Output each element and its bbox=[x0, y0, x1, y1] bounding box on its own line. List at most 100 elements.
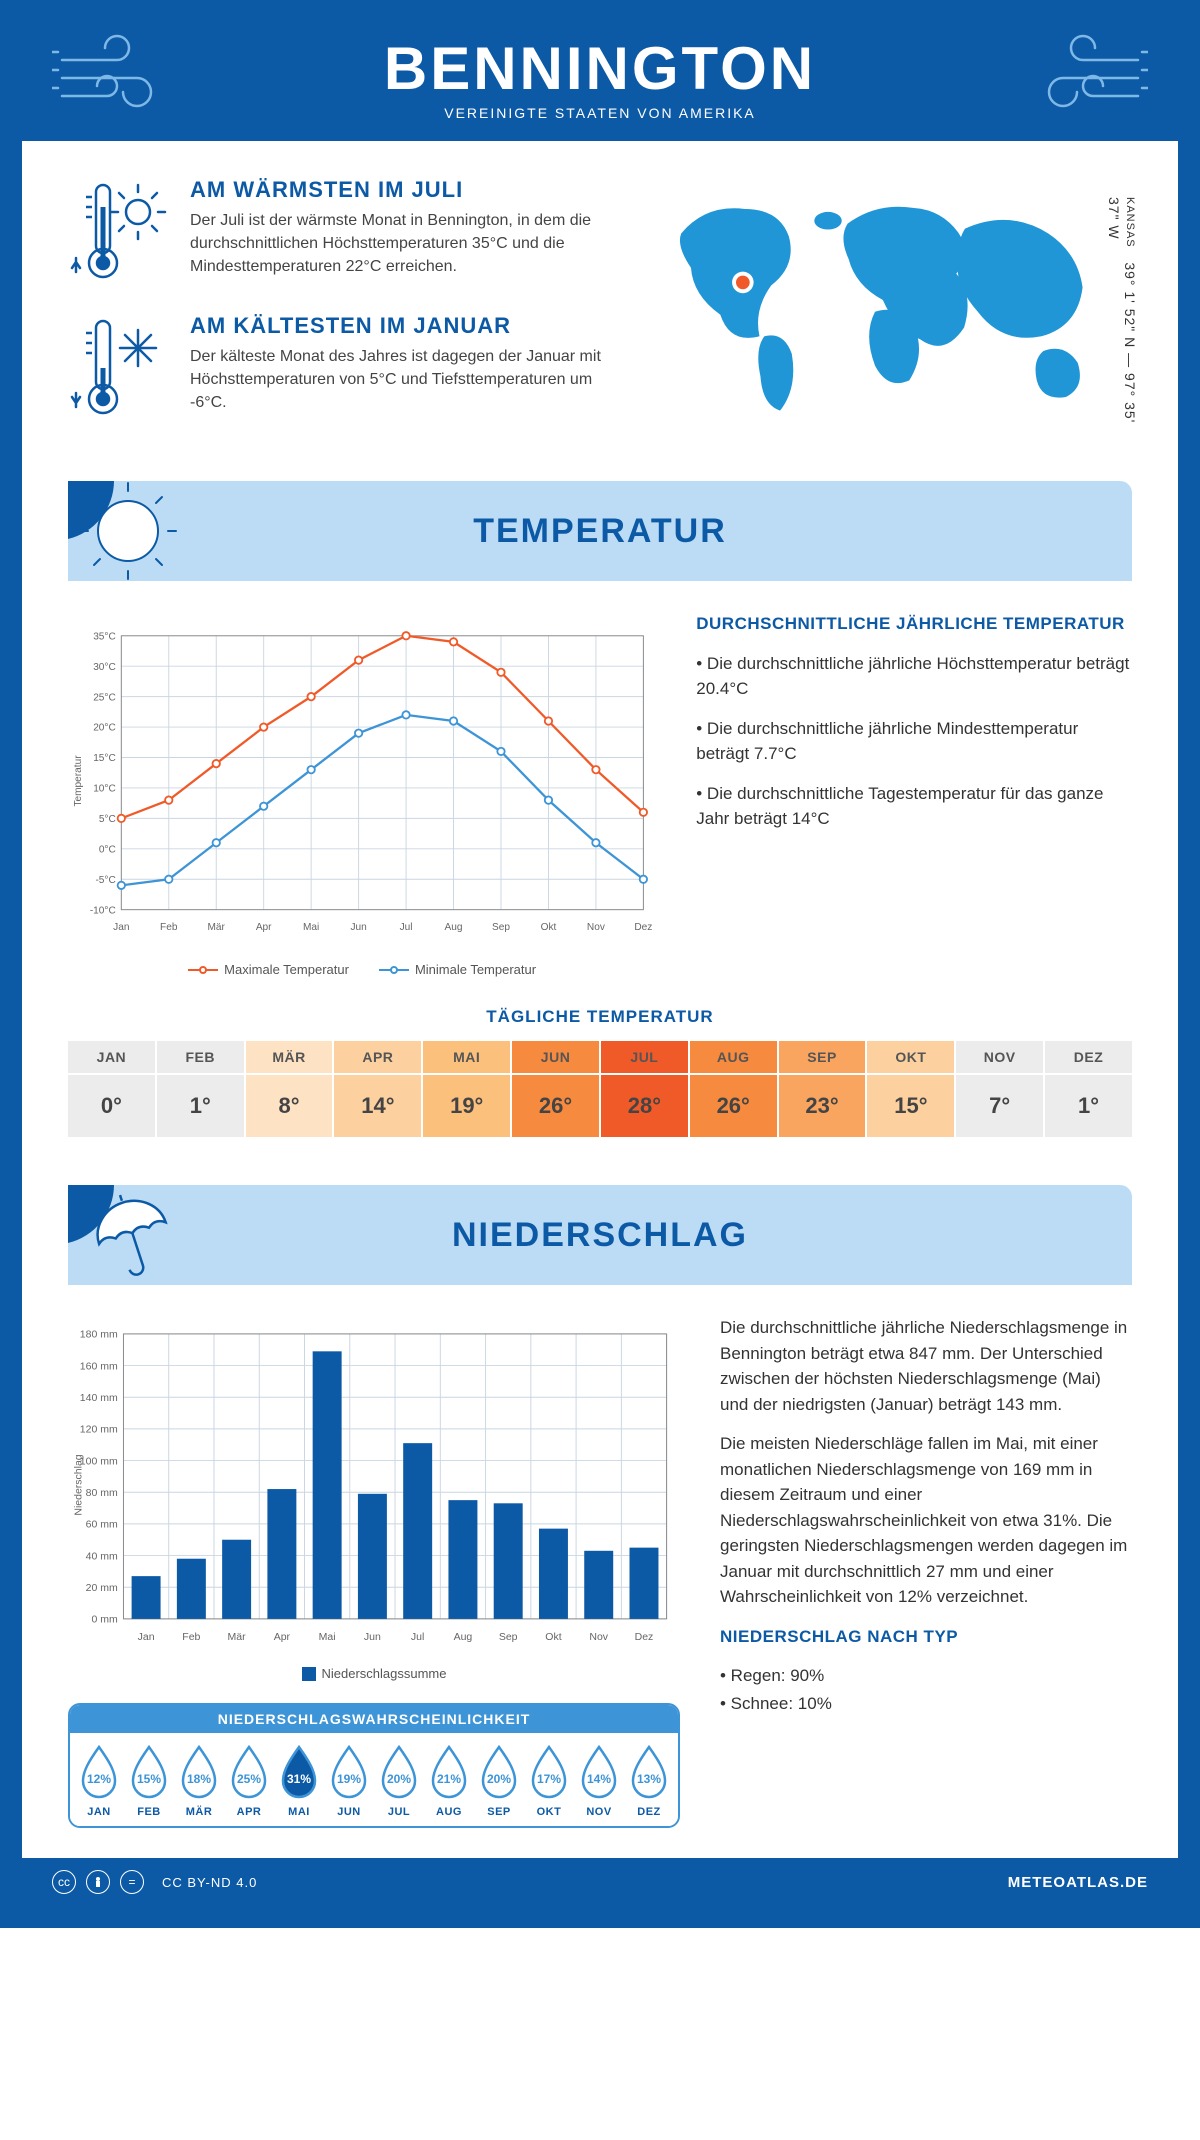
svg-text:Mai: Mai bbox=[303, 922, 319, 933]
svg-text:20 mm: 20 mm bbox=[86, 1582, 118, 1594]
temp-bullet: • Die durchschnittliche Tagestemperatur … bbox=[696, 781, 1132, 832]
svg-text:15%: 15% bbox=[137, 1772, 161, 1786]
svg-text:Dez: Dez bbox=[635, 1631, 654, 1643]
wind-icon bbox=[1018, 30, 1148, 120]
svg-text:21%: 21% bbox=[437, 1772, 461, 1786]
temperature-heading: TEMPERATUR bbox=[473, 512, 727, 551]
svg-text:5°C: 5°C bbox=[99, 814, 116, 825]
temp-chart-legend: Maximale Temperatur Minimale Temperatur bbox=[68, 956, 656, 977]
svg-text:Sep: Sep bbox=[499, 1631, 518, 1643]
umbrella-icon bbox=[68, 1185, 198, 1285]
prob-drop: 14% NOV bbox=[574, 1743, 624, 1818]
svg-text:Aug: Aug bbox=[454, 1631, 473, 1643]
warmest-text: Der Juli ist der wärmste Monat in Bennin… bbox=[190, 209, 606, 279]
prob-drop: 18% MÄR bbox=[174, 1743, 224, 1818]
temp-cell: MÄR8° bbox=[246, 1041, 335, 1137]
precip-type-bullet: • Regen: 90% bbox=[720, 1663, 1132, 1689]
svg-text:Jun: Jun bbox=[364, 1631, 381, 1643]
svg-text:31%: 31% bbox=[287, 1772, 311, 1786]
intro-row: AM WÄRMSTEN IM JULI Der Juli ist der wär… bbox=[22, 141, 1178, 473]
svg-text:Mär: Mär bbox=[208, 922, 226, 933]
temp-cell: MAI19° bbox=[423, 1041, 512, 1137]
svg-text:Aug: Aug bbox=[445, 922, 463, 933]
temp-bullet: • Die durchschnittliche jährliche Mindes… bbox=[696, 716, 1132, 767]
svg-text:40 mm: 40 mm bbox=[86, 1550, 118, 1562]
svg-text:20%: 20% bbox=[487, 1772, 511, 1786]
svg-text:Apr: Apr bbox=[274, 1631, 291, 1643]
thermometer-sun-icon bbox=[68, 177, 168, 287]
svg-text:13%: 13% bbox=[637, 1772, 661, 1786]
sun-icon bbox=[68, 481, 198, 581]
prob-drop: 21% AUG bbox=[424, 1743, 474, 1818]
svg-text:25°C: 25°C bbox=[93, 692, 116, 703]
by-icon bbox=[86, 1870, 110, 1894]
temp-cell: DEZ1° bbox=[1045, 1041, 1132, 1137]
precip-type-heading: NIEDERSCHLAG NACH TYP bbox=[720, 1624, 1132, 1650]
svg-text:Apr: Apr bbox=[256, 922, 272, 933]
thermometer-snow-icon bbox=[68, 313, 168, 423]
footer: cc = CC BY-ND 4.0 METEOATLAS.DE bbox=[22, 1858, 1178, 1906]
header: BENNINGTON VEREINIGTE STAATEN VON AMERIK… bbox=[22, 22, 1178, 141]
city-title: BENNINGTON bbox=[22, 34, 1178, 103]
prob-drop: 20% JUL bbox=[374, 1743, 424, 1818]
svg-text:100 mm: 100 mm bbox=[80, 1455, 118, 1467]
site-label: METEOATLAS.DE bbox=[1008, 1874, 1148, 1891]
svg-text:140 mm: 140 mm bbox=[80, 1392, 118, 1404]
license-label: CC BY-ND 4.0 bbox=[162, 1875, 257, 1890]
temp-cell: OKT15° bbox=[867, 1041, 956, 1137]
prob-drop: 15% FEB bbox=[124, 1743, 174, 1818]
prob-drop: 12% JAN bbox=[74, 1743, 124, 1818]
prob-drop: 17% OKT bbox=[524, 1743, 574, 1818]
svg-text:18%: 18% bbox=[187, 1772, 211, 1786]
daily-temp-heading: TÄGLICHE TEMPERATUR bbox=[22, 987, 1178, 1041]
svg-text:60 mm: 60 mm bbox=[86, 1519, 118, 1531]
svg-text:Mär: Mär bbox=[228, 1631, 247, 1643]
temp-cell: FEB1° bbox=[157, 1041, 246, 1137]
infographic-frame: BENNINGTON VEREINIGTE STAATEN VON AMERIK… bbox=[0, 0, 1200, 1928]
wind-icon bbox=[52, 30, 182, 120]
svg-text:10°C: 10°C bbox=[93, 784, 116, 795]
precip-type-bullet: • Schnee: 10% bbox=[720, 1691, 1132, 1717]
svg-text:Okt: Okt bbox=[541, 922, 557, 933]
svg-text:Feb: Feb bbox=[160, 922, 178, 933]
svg-text:20°C: 20°C bbox=[93, 723, 116, 734]
svg-text:12%: 12% bbox=[87, 1772, 111, 1786]
svg-text:Jan: Jan bbox=[113, 922, 129, 933]
temp-cell: APR14° bbox=[334, 1041, 423, 1137]
temp-bullet: • Die durchschnittliche jährliche Höchst… bbox=[696, 651, 1132, 702]
svg-text:Nov: Nov bbox=[589, 1631, 608, 1643]
svg-text:80 mm: 80 mm bbox=[86, 1487, 118, 1499]
precip-text: Die durchschnittliche jährliche Niedersc… bbox=[720, 1315, 1132, 1417]
svg-text:Niederschlag: Niederschlag bbox=[72, 1454, 84, 1515]
daily-temp-table: JAN0°FEB1°MÄR8°APR14°MAI19°JUN26°JUL28°A… bbox=[68, 1041, 1132, 1137]
svg-text:Mai: Mai bbox=[319, 1631, 336, 1643]
svg-text:160 mm: 160 mm bbox=[80, 1360, 118, 1372]
svg-text:-10°C: -10°C bbox=[90, 905, 116, 916]
temperature-section-head: TEMPERATUR bbox=[68, 481, 1132, 581]
nd-icon: = bbox=[120, 1870, 144, 1894]
svg-text:Jul: Jul bbox=[411, 1631, 424, 1643]
prob-drop: 19% JUN bbox=[324, 1743, 374, 1818]
prob-drop: 25% APR bbox=[224, 1743, 274, 1818]
prob-drop: 31% MAI bbox=[274, 1743, 324, 1818]
cc-icon: cc bbox=[52, 1870, 76, 1894]
svg-text:Jan: Jan bbox=[138, 1631, 155, 1643]
svg-text:25%: 25% bbox=[237, 1772, 261, 1786]
world-map-icon bbox=[642, 177, 1132, 427]
warmest-title: AM WÄRMSTEN IM JULI bbox=[190, 177, 606, 203]
country-subtitle: VEREINIGTE STAATEN VON AMERIKA bbox=[22, 105, 1178, 121]
svg-text:19%: 19% bbox=[337, 1772, 361, 1786]
temperature-line-chart: -10°C-5°C0°C5°C10°C15°C20°C25°C30°C35°CJ… bbox=[68, 611, 656, 951]
temp-side-heading: DURCHSCHNITTLICHE JÄHRLICHE TEMPERATUR bbox=[696, 611, 1132, 637]
svg-text:17%: 17% bbox=[537, 1772, 561, 1786]
svg-text:Sep: Sep bbox=[492, 922, 510, 933]
svg-text:Temperatur: Temperatur bbox=[73, 755, 84, 807]
temp-cell: JUN26° bbox=[512, 1041, 601, 1137]
coordinates-label: KANSAS 39° 1' 52" N — 97° 35' 37" W bbox=[1106, 197, 1138, 449]
prob-heading: NIEDERSCHLAGSWAHRSCHEINLICHKEIT bbox=[70, 1705, 678, 1733]
temp-cell: NOV7° bbox=[956, 1041, 1045, 1137]
temp-cell: AUG26° bbox=[690, 1041, 779, 1137]
svg-text:Jun: Jun bbox=[350, 922, 366, 933]
precip-section-head: NIEDERSCHLAG bbox=[68, 1185, 1132, 1285]
coldest-text: Der kälteste Monat des Jahres ist dagege… bbox=[190, 345, 606, 415]
